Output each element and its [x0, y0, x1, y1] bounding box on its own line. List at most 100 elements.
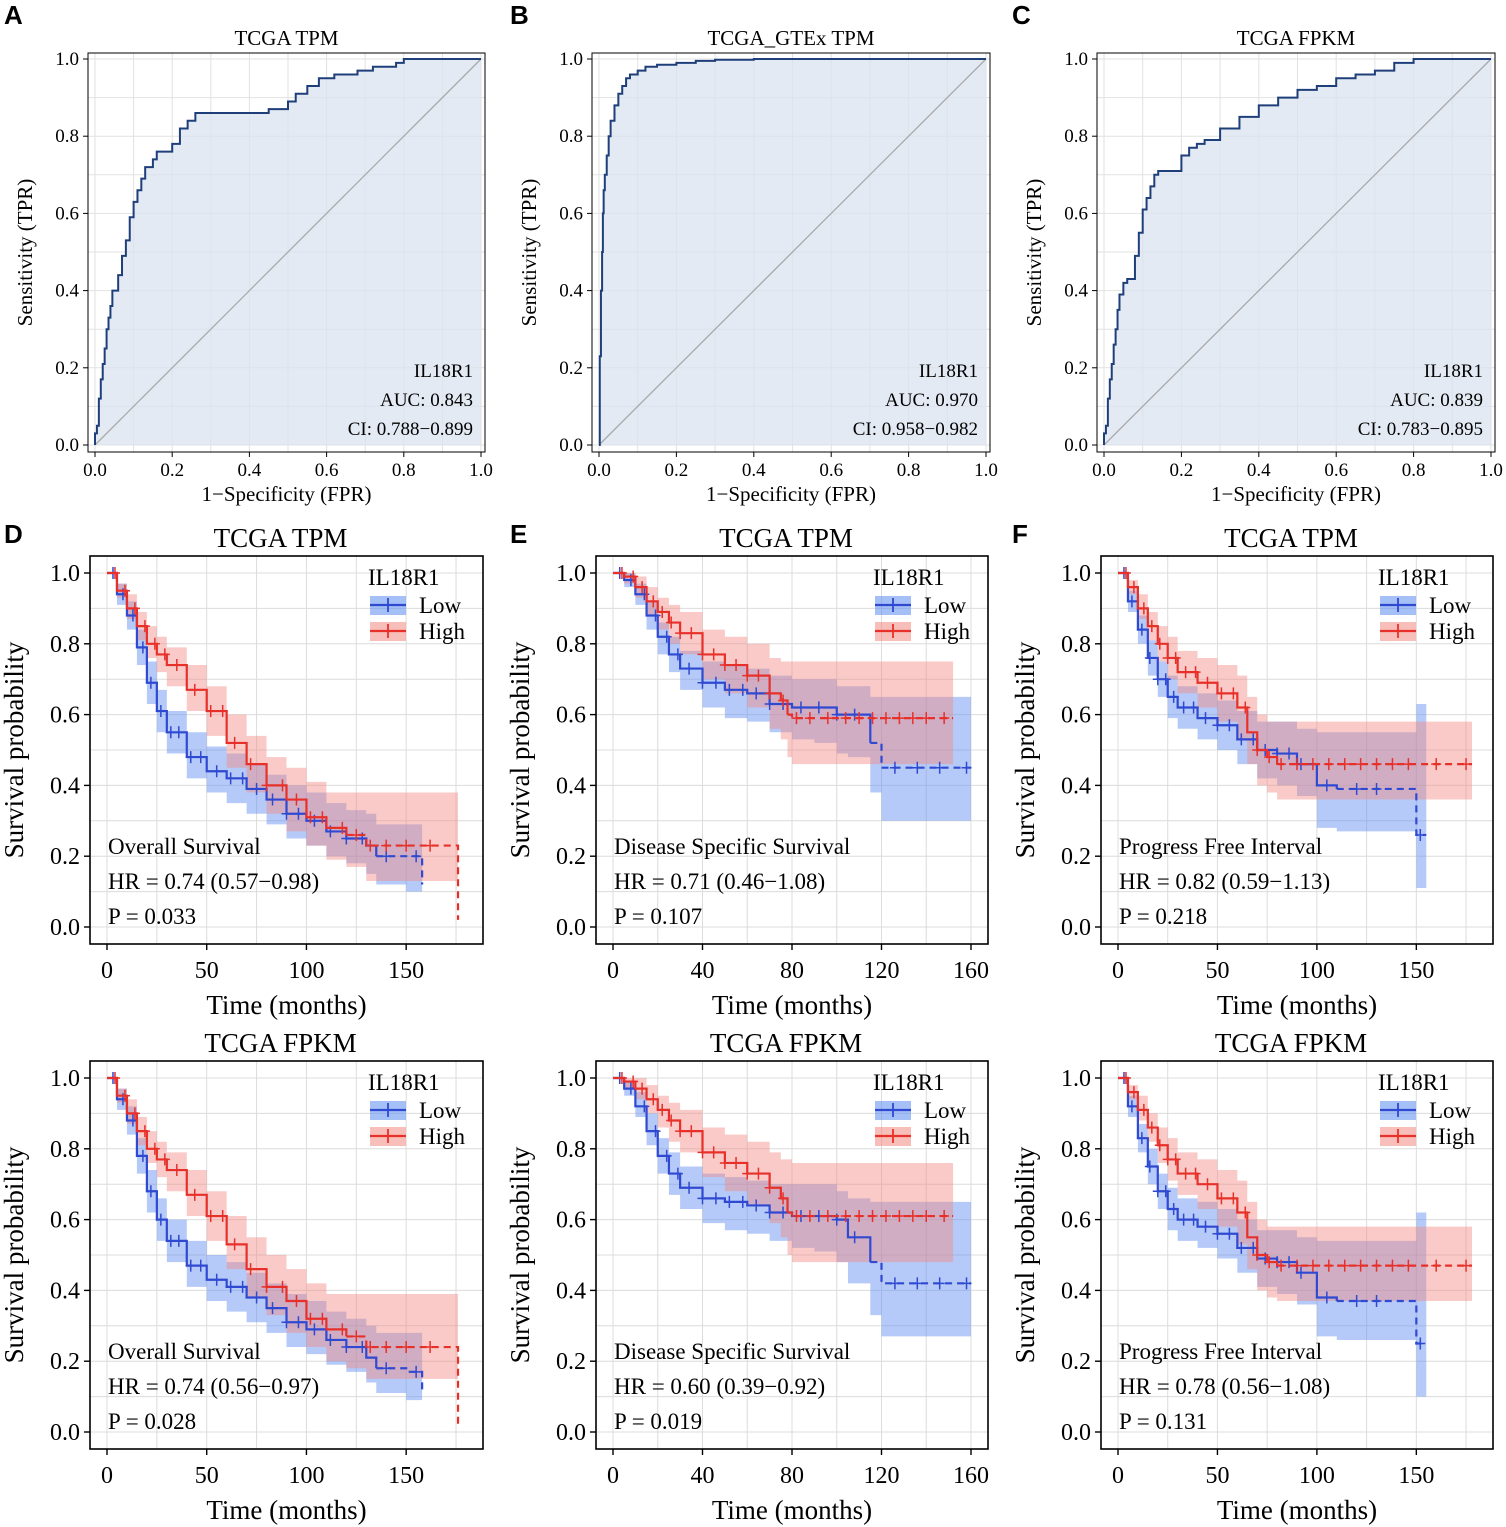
censor-mark-high — [109, 567, 120, 579]
censor-mark-low — [672, 1167, 683, 1180]
censor-mark-high — [719, 659, 730, 672]
x-axis-label: Time (months) — [712, 1495, 872, 1525]
censor-mark-low — [1224, 719, 1235, 732]
y-tick-label: 0.6 — [556, 1208, 586, 1234]
km-panel-os-tpm: 0 50 100 150 0.0 0.2 0.4 0.6 0.8 1.0 TCGA TPM Tim… — [0, 523, 484, 1020]
censor-mark-low — [889, 1277, 900, 1290]
censor-mark-low — [237, 1280, 248, 1293]
km-panel-os-fpkm: 0 50 100 150 0.0 0.2 0.4 0.6 0.8 1.0 TCGA FPKM Ti… — [0, 1028, 484, 1525]
annotation-hr: HR = 0.71 (0.46−1.08) — [614, 869, 825, 894]
annotation-auc: AUC: 0.843 — [380, 390, 473, 411]
y-tick-label: 0.2 — [55, 358, 79, 379]
censor-mark-low — [1144, 651, 1155, 664]
plot-layer: 0.0 0.2 0.4 0.6 0.8 1.0 0.0 0.2 0.4 0.6 0.8 1.0 — [559, 49, 998, 481]
plot-layer: 0 40 80 120 160 0.0 0.2 0.4 0.6 0.8 1.0 — [556, 1060, 989, 1489]
censor-mark-high — [907, 1210, 918, 1223]
y-tick-label: 1.0 — [50, 561, 80, 587]
censor-mark-low — [672, 648, 683, 661]
y-tick-label: 1.0 — [50, 1066, 80, 1092]
censor-mark-low — [1178, 701, 1189, 714]
y-tick-label: 1.0 — [556, 561, 586, 587]
x-axis-label: Time (months) — [712, 990, 872, 1020]
censor-mark-high — [822, 712, 833, 725]
ci-band-high — [1118, 573, 1473, 800]
survival-curve-tail-low — [870, 741, 971, 769]
censor-mark-high — [1292, 1259, 1302, 1272]
censor-mark-high — [675, 627, 686, 640]
annotation-ci: CI: 0.958−0.982 — [853, 419, 978, 440]
censor-mark-low — [211, 1273, 222, 1286]
censor-mark-high — [261, 1280, 272, 1293]
censor-mark-high — [1190, 666, 1201, 679]
censor-mark-high — [245, 758, 256, 771]
censor-mark-high — [171, 659, 182, 672]
x-tick-label: 160 — [953, 1463, 989, 1489]
censor-mark-low — [912, 761, 923, 774]
legend-label-high: High — [1429, 619, 1476, 644]
chart-title: TCGA FPKM — [1237, 26, 1356, 50]
annotation-endpoint: Overall Survival — [108, 1339, 261, 1364]
ci-band-low — [107, 573, 423, 910]
censor-mark-high — [1339, 758, 1350, 771]
censor-mark-low — [1371, 782, 1382, 795]
censor-mark-high — [1355, 758, 1366, 771]
censor-mark-low — [751, 1199, 762, 1212]
censor-mark-high — [205, 705, 216, 718]
y-axis-label: Survival probability — [0, 641, 29, 858]
y-tick-label: 0.2 — [556, 844, 586, 870]
censor-mark-low — [1136, 1132, 1147, 1145]
censor-mark-high — [697, 1146, 708, 1159]
y-tick-label: 0.0 — [559, 435, 583, 456]
legend-label-high: High — [924, 619, 971, 644]
y-tick-label: 0.4 — [55, 281, 79, 302]
censor-mark-low — [173, 726, 184, 739]
x-tick-label: 0.4 — [1247, 460, 1271, 481]
roc-panel-tcga-tpm: 0.0 0.2 0.4 0.6 0.8 1.0 0.0 0.2 0.4 0.6 0.8 1.0 TCG… — [13, 26, 493, 506]
censor-mark-high — [277, 1280, 288, 1293]
y-tick-label: 0.2 — [50, 844, 80, 870]
censor-mark-high — [1371, 758, 1382, 771]
y-axis-label: Survival probability — [505, 1146, 535, 1363]
plot-layer: 0 50 100 150 0.0 0.2 0.4 0.6 0.8 1.0 — [1061, 1060, 1494, 1489]
censor-mark-high — [1276, 1259, 1287, 1272]
censor-mark-low — [195, 1259, 206, 1272]
y-tick-label: 0.2 — [556, 1349, 586, 1375]
censor-mark-high — [939, 712, 950, 725]
x-tick-label: 0.8 — [897, 460, 921, 481]
x-axis-label: 1−Specificity (FPR) — [202, 482, 372, 506]
censor-mark-low — [293, 807, 304, 820]
censor-mark-high — [1170, 1153, 1181, 1166]
censor-mark-high — [229, 736, 240, 749]
roc-curve — [94, 58, 481, 445]
km-panel-dss-tpm: 0 40 80 120 160 0.0 0.2 0.4 0.6 0.8 1.0 TCGA TPM T… — [505, 523, 989, 1020]
x-axis-label: Time (months) — [206, 1495, 366, 1525]
ci-band-high — [1118, 1078, 1473, 1302]
censor-mark-high — [351, 828, 362, 841]
censor-mark-high — [880, 712, 891, 725]
y-tick-label: 0.2 — [1061, 844, 1091, 870]
y-axis-label: Sensitivity (TPR) — [1022, 179, 1046, 327]
x-tick-label: 40 — [691, 958, 715, 984]
x-tick-label: 0 — [1112, 958, 1124, 984]
censor-mark-high — [1371, 1259, 1382, 1272]
plot-layer: 0.0 0.2 0.4 0.6 0.8 1.0 0.0 0.2 0.4 0.6 0.8 1.0 — [55, 49, 493, 481]
censor-mark-high — [189, 683, 200, 696]
chart-title: TCGA TPM — [214, 523, 348, 553]
censor-mark-high — [854, 1210, 865, 1223]
censor-mark-high — [119, 584, 130, 597]
censor-mark-low — [889, 761, 900, 774]
annotation-hr: HR = 0.78 (0.56−1.08) — [1119, 1374, 1330, 1399]
panel-letter-b: B — [510, 0, 529, 30]
x-tick-label: 0 — [101, 958, 113, 984]
plot-border — [1096, 52, 1496, 453]
ci-band-low — [1118, 1078, 1427, 1397]
censor-mark-low — [325, 1333, 336, 1346]
censor-mark-high — [867, 1210, 878, 1223]
x-tick-label: 0.6 — [1324, 460, 1348, 481]
censor-mark-low — [697, 1192, 708, 1205]
censor-mark-high — [804, 1210, 815, 1223]
annotation-auc: AUC: 0.839 — [1390, 390, 1483, 411]
censor-mark-high — [1323, 758, 1334, 771]
censor-mark-low — [849, 1231, 860, 1244]
chart-title: TCGA TPM — [234, 26, 338, 50]
